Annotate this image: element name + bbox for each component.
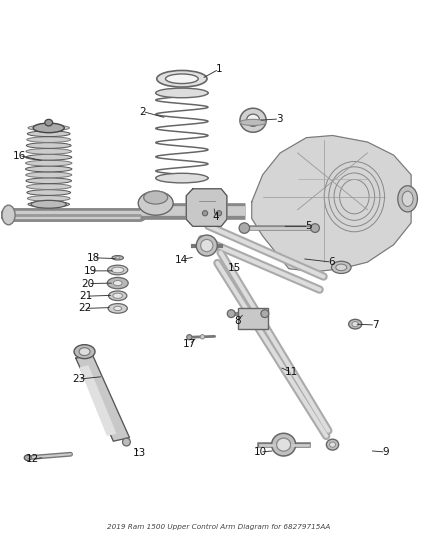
Ellipse shape (239, 223, 250, 233)
Ellipse shape (109, 291, 127, 301)
Ellipse shape (26, 143, 71, 148)
Ellipse shape (28, 196, 70, 201)
Text: 1: 1 (215, 64, 223, 74)
Polygon shape (76, 354, 130, 441)
Ellipse shape (28, 201, 70, 207)
Ellipse shape (187, 335, 192, 340)
Ellipse shape (25, 166, 72, 172)
Ellipse shape (261, 310, 269, 318)
Ellipse shape (336, 264, 347, 271)
Polygon shape (252, 135, 411, 272)
Text: 20: 20 (81, 279, 95, 288)
Ellipse shape (202, 211, 208, 216)
Ellipse shape (166, 74, 198, 84)
Ellipse shape (27, 190, 71, 196)
Text: 22: 22 (78, 303, 91, 313)
Text: 16: 16 (12, 151, 26, 160)
Ellipse shape (28, 131, 70, 136)
Text: 15: 15 (228, 263, 241, 273)
Text: 10: 10 (254, 447, 267, 457)
Ellipse shape (28, 125, 70, 131)
Ellipse shape (26, 178, 71, 183)
Bar (238, 309, 268, 329)
Ellipse shape (277, 438, 290, 451)
Text: 2019 Ram 1500 Upper Control Arm Diagram for 68279715AA: 2019 Ram 1500 Upper Control Arm Diagram … (107, 524, 331, 530)
Ellipse shape (25, 160, 72, 166)
Ellipse shape (26, 172, 72, 177)
Ellipse shape (272, 433, 296, 456)
Ellipse shape (26, 155, 72, 160)
Text: 19: 19 (84, 266, 97, 276)
Ellipse shape (349, 319, 362, 329)
Ellipse shape (247, 114, 260, 126)
Ellipse shape (196, 235, 217, 256)
Ellipse shape (74, 345, 95, 359)
Ellipse shape (332, 261, 351, 273)
Ellipse shape (2, 205, 15, 225)
Ellipse shape (123, 438, 131, 446)
Ellipse shape (155, 88, 208, 98)
Ellipse shape (27, 137, 71, 142)
Ellipse shape (26, 184, 71, 190)
Text: 23: 23 (72, 374, 85, 384)
Text: 3: 3 (276, 114, 283, 124)
Text: 13: 13 (133, 448, 146, 458)
Ellipse shape (352, 321, 358, 327)
Ellipse shape (240, 119, 266, 125)
Ellipse shape (216, 211, 222, 216)
Ellipse shape (26, 149, 71, 154)
Ellipse shape (45, 119, 53, 126)
Text: 14: 14 (175, 255, 188, 264)
Ellipse shape (112, 256, 124, 260)
Ellipse shape (112, 267, 124, 273)
Polygon shape (186, 189, 227, 227)
Text: 7: 7 (372, 320, 378, 330)
Ellipse shape (398, 185, 417, 212)
Ellipse shape (116, 257, 120, 259)
Ellipse shape (326, 439, 339, 450)
Ellipse shape (227, 310, 235, 318)
Ellipse shape (108, 304, 127, 313)
Ellipse shape (24, 455, 31, 461)
Ellipse shape (113, 293, 123, 298)
Text: 17: 17 (183, 339, 196, 349)
Text: 11: 11 (284, 367, 298, 377)
Ellipse shape (113, 280, 122, 286)
Text: 18: 18 (87, 253, 100, 263)
Text: 9: 9 (382, 447, 389, 457)
Text: 21: 21 (80, 291, 93, 301)
Ellipse shape (157, 70, 207, 87)
Ellipse shape (329, 442, 336, 447)
Polygon shape (80, 366, 116, 435)
Ellipse shape (79, 348, 90, 356)
Text: 6: 6 (328, 257, 335, 267)
Ellipse shape (200, 335, 205, 339)
Ellipse shape (155, 173, 208, 183)
Ellipse shape (33, 123, 64, 133)
Ellipse shape (108, 265, 128, 275)
Ellipse shape (114, 306, 122, 311)
Ellipse shape (138, 191, 173, 215)
Ellipse shape (107, 277, 128, 289)
Ellipse shape (144, 191, 168, 204)
Ellipse shape (201, 239, 213, 252)
Ellipse shape (31, 200, 66, 208)
Text: 12: 12 (25, 455, 39, 464)
Text: 4: 4 (212, 212, 219, 222)
Ellipse shape (402, 191, 413, 206)
Ellipse shape (311, 224, 319, 232)
Text: 5: 5 (305, 221, 312, 231)
Ellipse shape (240, 108, 266, 132)
Text: 8: 8 (234, 316, 240, 326)
Text: 2: 2 (139, 107, 146, 117)
